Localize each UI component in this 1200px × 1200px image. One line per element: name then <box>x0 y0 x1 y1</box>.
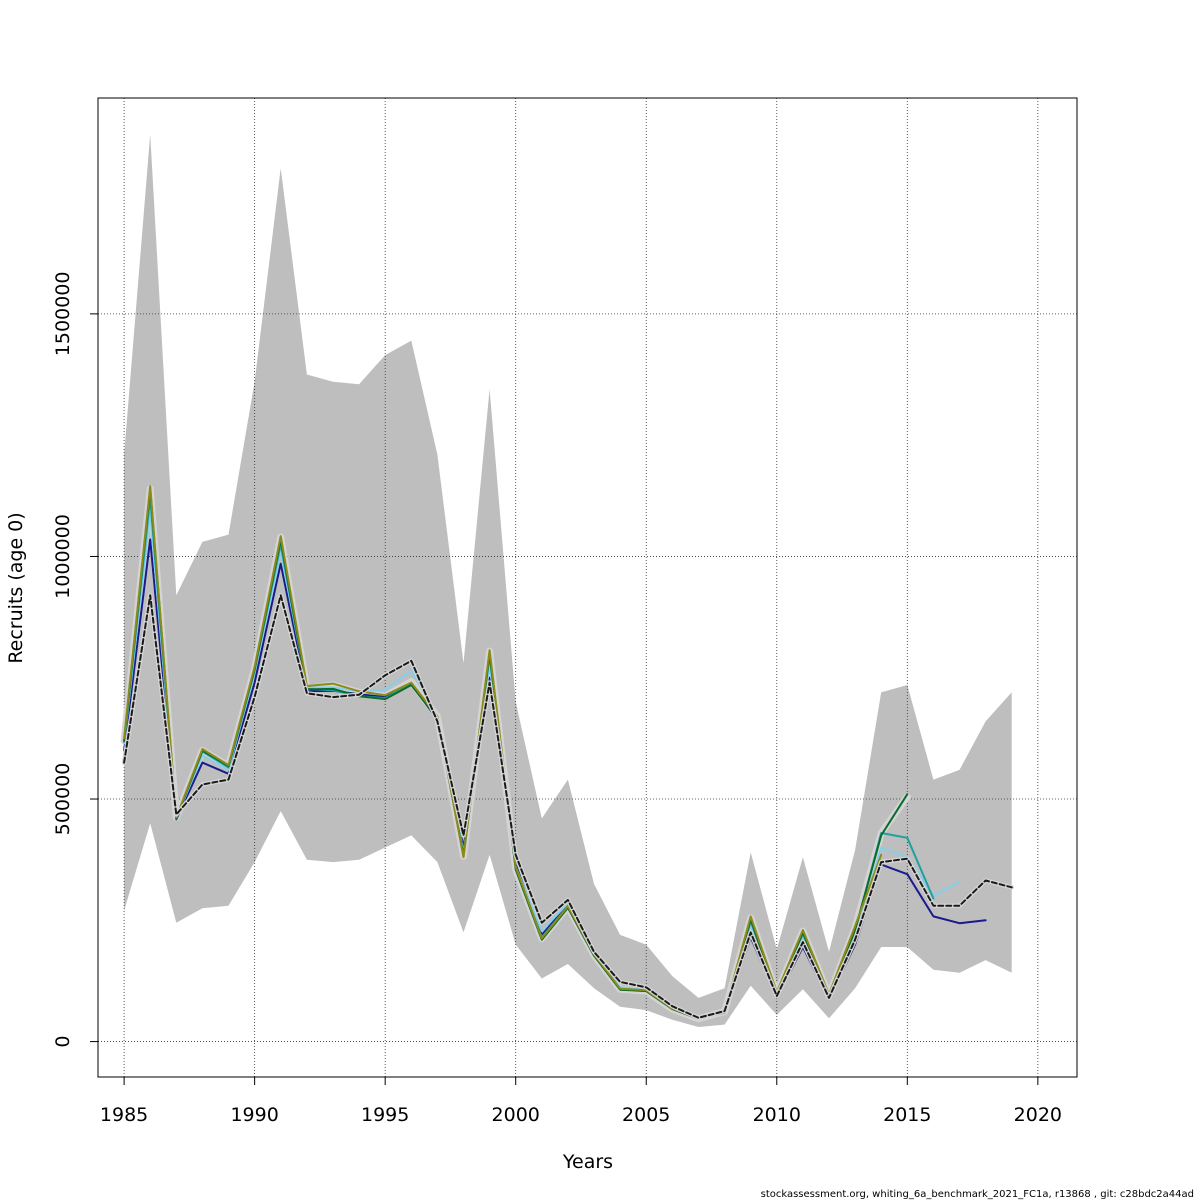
y-tick-label: 500000 <box>52 763 74 836</box>
y-tick-label: 1500000 <box>52 272 74 357</box>
x-tick-label: 1995 <box>361 1104 409 1126</box>
x-tick-label: 2020 <box>1014 1104 1062 1126</box>
y-tick-label: 0 <box>52 1036 74 1048</box>
footer-credit: stockassessment.org, whiting_6a_benchmar… <box>761 1189 1194 1200</box>
x-tick-label: 1985 <box>100 1104 148 1126</box>
x-tick-label: 2015 <box>883 1104 931 1126</box>
y-tick-label: 1000000 <box>52 514 74 599</box>
x-axis: 1985 1990 1995 2000 2005 2010 2015 2020 <box>100 1076 1062 1126</box>
y-axis: 0 500000 1000000 1500000 <box>52 272 99 1048</box>
x-tick-label: 2010 <box>753 1104 801 1126</box>
series-lines <box>120 485 1014 1023</box>
x-tick-label: 2000 <box>492 1104 540 1126</box>
confidence-band-layer <box>124 134 1012 1027</box>
x-tick-label: 2005 <box>622 1104 670 1126</box>
y-axis-title: Recruits (age 0) <box>5 512 27 663</box>
x-axis-title: Years <box>562 1151 613 1173</box>
confidence-band <box>124 134 1012 1027</box>
x-tick-label: 1990 <box>230 1104 278 1126</box>
series-line-8 <box>123 594 1013 1019</box>
gridlines <box>98 98 1077 1077</box>
